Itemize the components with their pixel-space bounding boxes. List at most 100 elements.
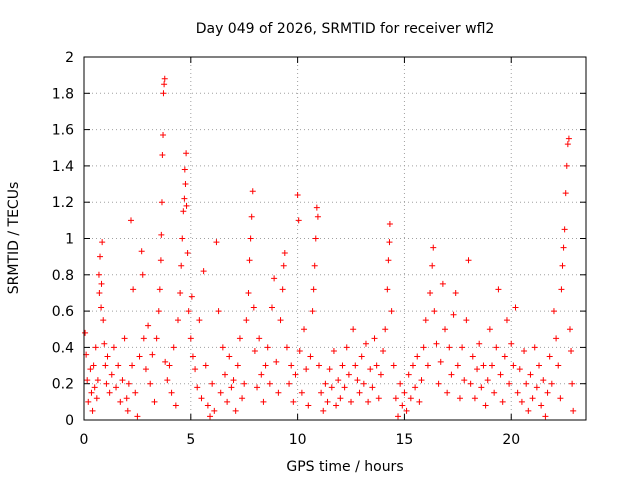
x-tick-label: 20 — [502, 432, 520, 448]
data-point — [156, 286, 163, 293]
data-point — [85, 398, 92, 405]
data-point — [248, 213, 255, 220]
data-point — [467, 380, 474, 387]
data-point — [538, 402, 545, 409]
data-point — [207, 413, 214, 420]
data-point — [246, 257, 253, 264]
data-point — [130, 286, 137, 293]
data-point — [478, 384, 485, 391]
data-point — [254, 384, 261, 391]
data-point — [181, 166, 188, 173]
data-point — [390, 362, 397, 369]
data-point — [429, 262, 436, 269]
data-point — [168, 389, 175, 396]
data-point — [384, 286, 391, 293]
data-point — [138, 248, 145, 255]
data-point — [264, 344, 271, 351]
data-point — [258, 371, 265, 378]
data-point — [529, 395, 536, 402]
data-point — [569, 380, 576, 387]
data-point — [136, 353, 143, 360]
y-tick-label: 1.8 — [52, 86, 74, 102]
data-point — [121, 335, 128, 342]
data-point — [499, 398, 506, 405]
data-point — [531, 344, 538, 351]
data-point — [296, 348, 303, 355]
data-point — [512, 304, 519, 311]
data-point — [192, 366, 199, 373]
data-point — [188, 293, 195, 300]
data-point — [508, 340, 515, 347]
y-tick-label: 1 — [65, 232, 74, 248]
data-point — [124, 407, 131, 414]
data-point — [123, 395, 130, 402]
data-point — [249, 188, 256, 195]
data-point — [290, 398, 297, 405]
data-point — [328, 384, 335, 391]
data-point — [401, 389, 408, 396]
data-point — [489, 362, 496, 369]
data-point — [228, 384, 235, 391]
data-point — [474, 366, 481, 373]
data-point — [198, 395, 205, 402]
data-point — [90, 362, 97, 369]
data-point — [395, 413, 402, 420]
data-point — [560, 244, 567, 251]
data-point — [230, 377, 237, 384]
data-point — [559, 262, 566, 269]
axis-ticks — [83, 56, 586, 421]
data-point — [335, 377, 342, 384]
data-point — [127, 217, 134, 224]
data-point — [339, 362, 346, 369]
data-point — [161, 81, 168, 88]
data-point — [414, 353, 421, 360]
data-point — [177, 289, 184, 296]
data-point — [153, 335, 160, 342]
data-point — [179, 235, 186, 242]
data-point — [465, 257, 472, 264]
data-point — [369, 384, 376, 391]
data-point — [407, 395, 414, 402]
data-point — [437, 358, 444, 365]
data-point — [82, 329, 89, 336]
data-point — [322, 380, 329, 387]
data-point — [217, 389, 224, 396]
data-point — [314, 213, 321, 220]
data-point — [412, 384, 419, 391]
data-point — [87, 366, 94, 373]
data-point — [430, 244, 437, 251]
data-point — [553, 335, 560, 342]
data-point — [236, 335, 243, 342]
data-point — [170, 344, 177, 351]
data-point — [115, 362, 122, 369]
data-point — [184, 250, 191, 257]
data-point — [444, 389, 451, 396]
data-point — [330, 348, 337, 355]
data-point — [213, 239, 220, 246]
data-point — [286, 380, 293, 387]
data-point — [350, 326, 357, 333]
data-point — [343, 344, 350, 351]
data-point — [166, 362, 173, 369]
y-tick-label: 0 — [65, 413, 74, 429]
data-point — [271, 275, 278, 282]
data-point — [503, 317, 510, 324]
data-point — [159, 152, 166, 159]
data-point — [403, 407, 410, 414]
data-point — [281, 250, 288, 257]
data-point — [446, 344, 453, 351]
data-point — [113, 384, 120, 391]
data-point — [422, 317, 429, 324]
data-point — [491, 389, 498, 396]
data-point — [546, 353, 553, 360]
data-point — [315, 362, 322, 369]
data-point — [151, 398, 158, 405]
data-point — [283, 344, 290, 351]
data-point — [506, 380, 513, 387]
data-point — [564, 141, 571, 148]
data-point — [106, 389, 113, 396]
data-point — [318, 389, 325, 396]
data-point — [129, 362, 136, 369]
y-tick-label: 1.6 — [52, 123, 74, 139]
